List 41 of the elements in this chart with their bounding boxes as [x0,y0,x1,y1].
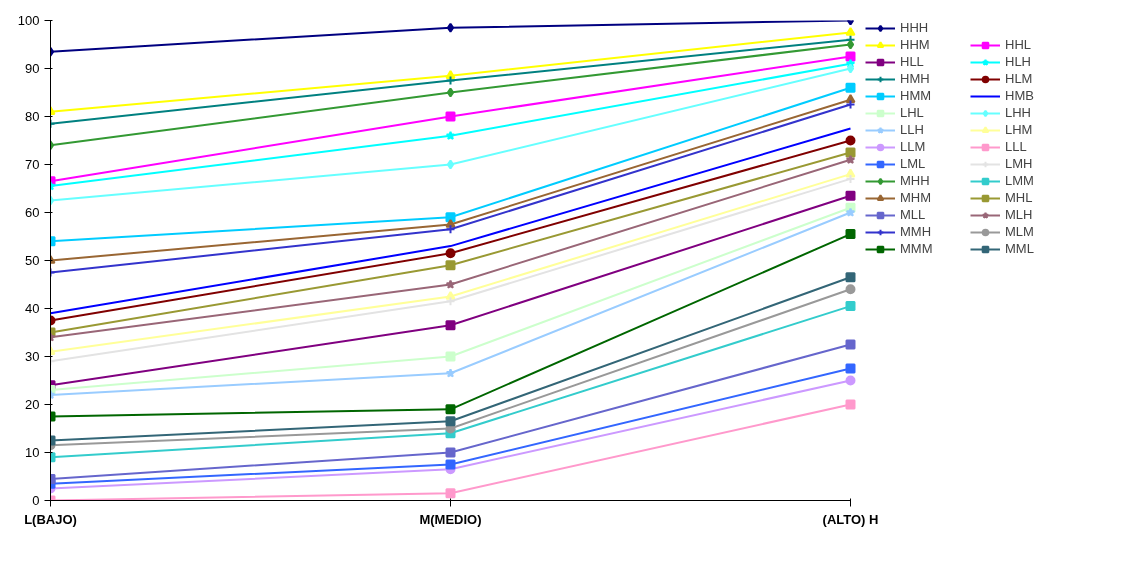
legend-label: LLH [900,122,925,137]
legend-label: MLL [900,207,927,222]
y-tick-label: 30 [25,349,40,364]
x-tick-label: (ALTO) H [822,511,879,527]
legend-label: HMM [900,88,933,103]
y-tick-label: 50 [25,253,40,268]
y-tick-label: 10 [25,445,40,460]
legend-label: LML [900,156,927,171]
legend-label: LHH [1005,105,1032,120]
legend-label: MMM [900,241,934,256]
y-tick-label: 70 [25,157,40,172]
legend-label: MHM [900,190,933,205]
y-tick-label: 90 [25,61,40,76]
legend-label: LMH [1005,156,1034,171]
legend-label: MHL [1005,190,1034,205]
legend-label: MLM [1005,224,1035,239]
legend-label: LLM [900,139,927,154]
legend-label: HHM [900,37,931,52]
y-tick-label: 20 [25,397,40,412]
legend-label: HMB [1005,88,1035,103]
legend-label: HLM [1005,71,1034,86]
legend-label: MMH [900,224,933,239]
legend-label: HHH [900,20,930,35]
y-tick-label: 80 [25,109,40,124]
y-tick-label: 40 [25,301,40,316]
legend-label: LHL [900,105,925,120]
y-tick-label: 100 [17,13,40,28]
legend-label: MML [1005,241,1035,256]
y-tick-label: 0 [32,493,40,508]
legend-label: MHH [900,173,931,188]
legend-label: LMM [1005,173,1035,188]
legend-label: LHM [1005,122,1034,137]
legend-label: HMH [900,71,931,86]
legend-label: HHL [1005,37,1032,52]
x-tick-label: M(MEDIO) [419,511,482,527]
x-tick-label: L(BAJO) [24,511,77,527]
legend-label: HLH [1005,54,1032,69]
legend-label: HLL [900,54,925,69]
legend-label: MLH [1005,207,1034,222]
y-tick-label: 60 [25,205,40,220]
legend-label: LLL [1005,139,1028,154]
